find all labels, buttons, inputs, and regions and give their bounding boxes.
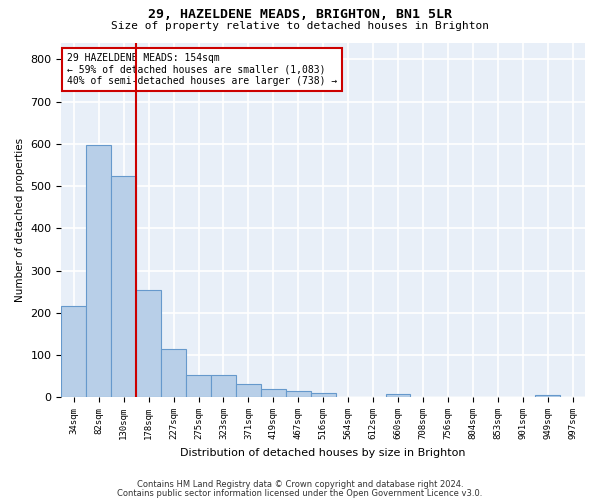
Bar	[186, 375, 211, 397]
Bar	[286, 391, 311, 397]
Bar	[236, 384, 261, 397]
Bar	[136, 290, 161, 397]
X-axis label: Distribution of detached houses by size in Brighton: Distribution of detached houses by size …	[181, 448, 466, 458]
Text: 29, HAZELDENE MEADS, BRIGHTON, BN1 5LR: 29, HAZELDENE MEADS, BRIGHTON, BN1 5LR	[148, 8, 452, 20]
Bar	[386, 394, 410, 397]
Text: Contains HM Land Registry data © Crown copyright and database right 2024.: Contains HM Land Registry data © Crown c…	[137, 480, 463, 489]
Bar	[111, 176, 136, 397]
Text: Size of property relative to detached houses in Brighton: Size of property relative to detached ho…	[111, 21, 489, 31]
Bar	[535, 395, 560, 397]
Text: Contains public sector information licensed under the Open Government Licence v3: Contains public sector information licen…	[118, 489, 482, 498]
Bar	[86, 144, 111, 397]
Text: 29 HAZELDENE MEADS: 154sqm
← 59% of detached houses are smaller (1,083)
40% of s: 29 HAZELDENE MEADS: 154sqm ← 59% of deta…	[67, 53, 337, 86]
Bar	[61, 306, 86, 397]
Bar	[211, 375, 236, 397]
Bar	[261, 388, 286, 397]
Bar	[161, 348, 186, 397]
Y-axis label: Number of detached properties: Number of detached properties	[15, 138, 25, 302]
Bar	[311, 393, 335, 397]
